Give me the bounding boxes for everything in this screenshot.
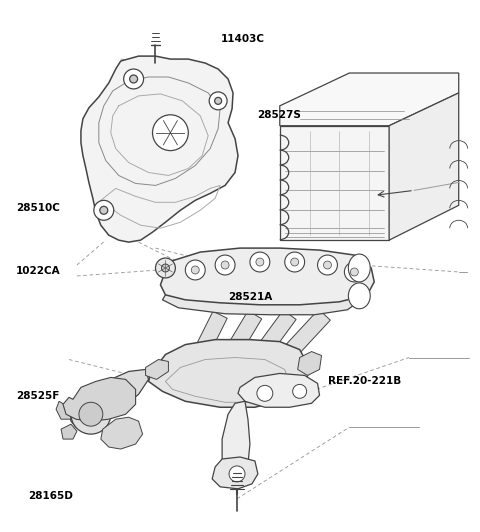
Circle shape bbox=[256, 258, 264, 266]
Polygon shape bbox=[280, 73, 459, 126]
Polygon shape bbox=[238, 373, 320, 408]
Polygon shape bbox=[61, 424, 77, 439]
Circle shape bbox=[344, 262, 364, 282]
Polygon shape bbox=[160, 248, 374, 305]
Circle shape bbox=[71, 394, 111, 434]
Text: REF.20-221B: REF.20-221B bbox=[328, 376, 402, 386]
Text: 28525F: 28525F bbox=[16, 390, 59, 401]
Polygon shape bbox=[212, 457, 258, 489]
Circle shape bbox=[79, 402, 103, 426]
Text: 1022CA: 1022CA bbox=[16, 267, 60, 276]
Circle shape bbox=[209, 92, 227, 110]
Polygon shape bbox=[81, 56, 238, 242]
Polygon shape bbox=[162, 256, 367, 315]
Circle shape bbox=[350, 268, 358, 276]
Polygon shape bbox=[222, 401, 250, 477]
Circle shape bbox=[257, 385, 273, 401]
Circle shape bbox=[100, 206, 108, 214]
Circle shape bbox=[215, 255, 235, 275]
Text: 28165D: 28165D bbox=[28, 491, 72, 501]
Polygon shape bbox=[145, 360, 168, 379]
Polygon shape bbox=[63, 377, 136, 421]
Polygon shape bbox=[69, 369, 148, 427]
Circle shape bbox=[153, 115, 188, 151]
Polygon shape bbox=[280, 126, 389, 240]
Circle shape bbox=[215, 97, 222, 104]
Polygon shape bbox=[56, 401, 71, 419]
Circle shape bbox=[185, 260, 205, 280]
Circle shape bbox=[130, 75, 138, 83]
Circle shape bbox=[124, 69, 144, 89]
Circle shape bbox=[291, 258, 299, 266]
Circle shape bbox=[156, 258, 175, 278]
Text: 11403C: 11403C bbox=[221, 35, 265, 45]
Circle shape bbox=[318, 255, 337, 275]
Polygon shape bbox=[389, 93, 459, 240]
Circle shape bbox=[161, 264, 169, 272]
Ellipse shape bbox=[348, 283, 370, 309]
Polygon shape bbox=[298, 352, 322, 376]
Circle shape bbox=[94, 201, 114, 220]
Text: 28510C: 28510C bbox=[16, 203, 60, 213]
Polygon shape bbox=[101, 417, 143, 449]
Polygon shape bbox=[204, 311, 262, 394]
Text: 28527S: 28527S bbox=[257, 110, 300, 120]
Circle shape bbox=[324, 261, 332, 269]
Circle shape bbox=[285, 252, 305, 272]
Circle shape bbox=[293, 385, 307, 398]
Circle shape bbox=[192, 266, 199, 274]
Polygon shape bbox=[178, 311, 227, 388]
Text: 28521A: 28521A bbox=[228, 292, 272, 302]
Circle shape bbox=[250, 252, 270, 272]
Circle shape bbox=[221, 261, 229, 269]
Polygon shape bbox=[254, 309, 330, 390]
Polygon shape bbox=[148, 339, 310, 408]
Polygon shape bbox=[228, 310, 296, 394]
Ellipse shape bbox=[348, 254, 370, 282]
Circle shape bbox=[229, 466, 245, 482]
